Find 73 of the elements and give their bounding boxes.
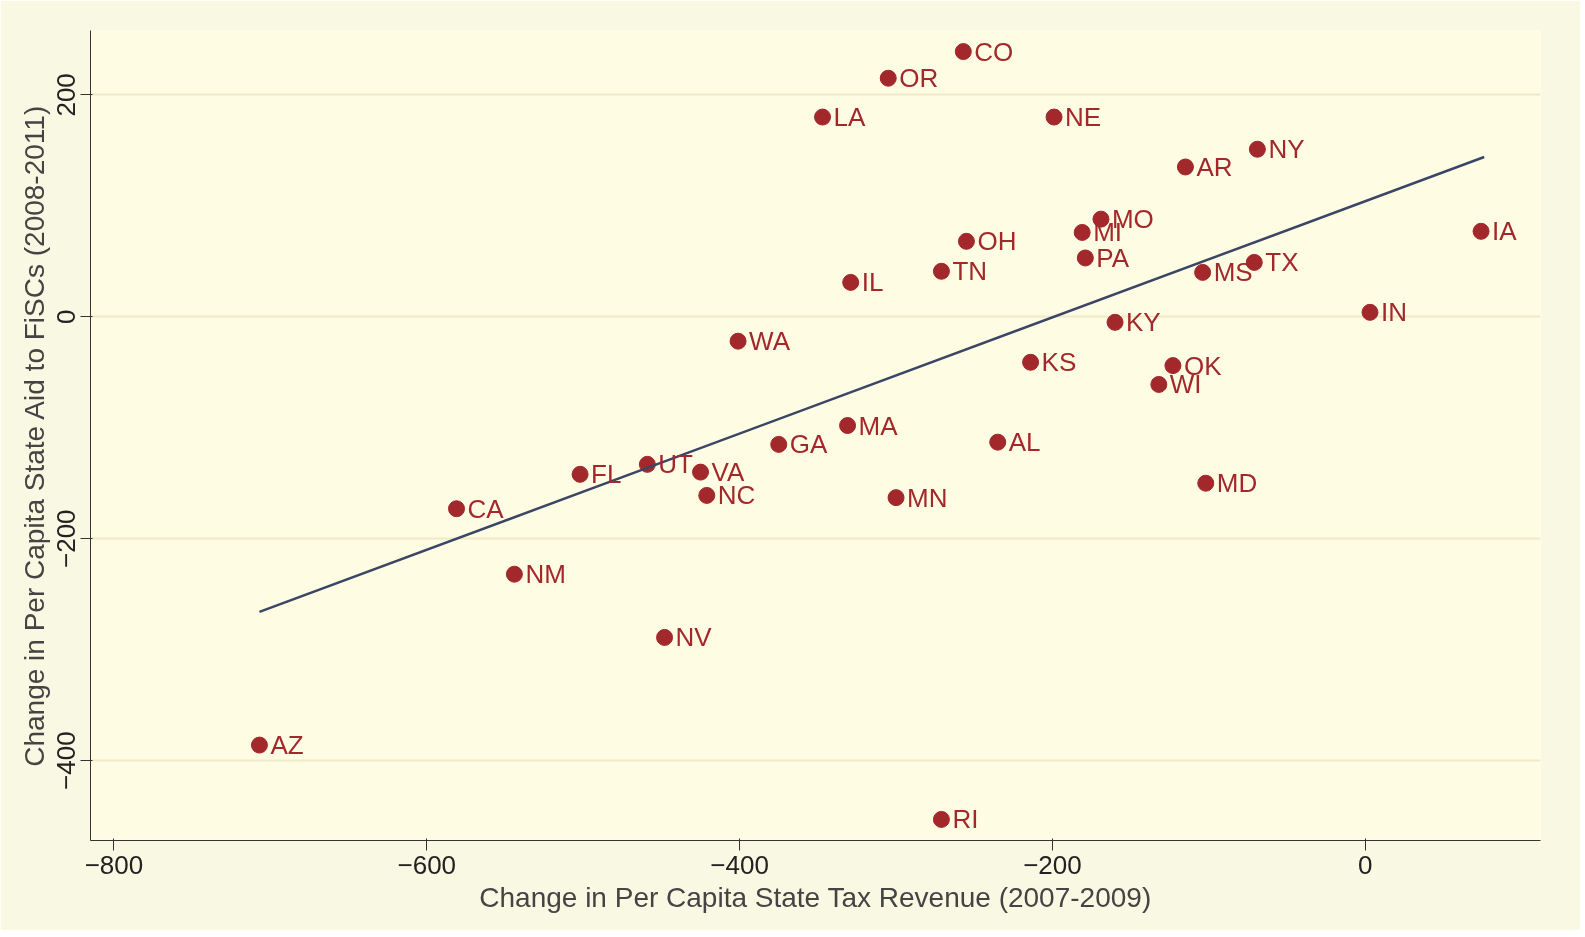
point xyxy=(729,332,747,350)
point xyxy=(1176,158,1194,176)
annotation: NM xyxy=(525,559,566,590)
annotation: KS xyxy=(1041,347,1077,378)
x-tick-label: −200 xyxy=(1023,849,1082,880)
point xyxy=(957,232,975,250)
annotation: NC xyxy=(717,480,756,511)
point xyxy=(842,273,860,291)
point xyxy=(954,43,972,61)
point xyxy=(1194,263,1212,281)
point xyxy=(887,489,905,507)
point xyxy=(656,628,674,646)
annotation: AL xyxy=(1008,427,1041,458)
annotation: OR xyxy=(899,63,939,94)
point xyxy=(879,69,897,87)
point xyxy=(250,736,268,754)
annotation: FL xyxy=(591,459,622,490)
annotation: NV xyxy=(675,622,713,653)
annotation: MA xyxy=(858,410,899,441)
x-tick-label: −600 xyxy=(397,849,457,880)
annotation: NE xyxy=(1065,102,1102,133)
y-tick-label: −200 xyxy=(51,509,82,568)
point xyxy=(1248,140,1266,158)
annotation: GA xyxy=(789,429,828,460)
point xyxy=(1022,353,1040,371)
x-axis-title: Change in Per Capita State Tax Revenue (2007-2009) xyxy=(479,881,1152,913)
point xyxy=(692,463,710,481)
point xyxy=(932,262,950,280)
point xyxy=(1076,249,1094,267)
point xyxy=(770,435,788,453)
annotation: OH xyxy=(977,226,1017,257)
y-tick-label: 0 xyxy=(51,309,82,324)
annotation: LA xyxy=(833,102,866,133)
annotation: PA xyxy=(1096,242,1130,273)
point xyxy=(571,465,589,483)
point xyxy=(1361,303,1379,321)
annotation: IA xyxy=(1492,216,1518,247)
annotation: WA xyxy=(749,326,791,357)
point xyxy=(989,433,1007,451)
annotation: NY xyxy=(1268,134,1305,165)
point xyxy=(932,810,950,828)
annotation: TX xyxy=(1265,247,1299,278)
point xyxy=(698,486,716,504)
annotation: UT xyxy=(658,449,694,480)
point xyxy=(1472,222,1490,240)
y-axis-title: Change in Per Capita State Aid to FiSCs (2008-2011) xyxy=(18,105,50,767)
annotation: KY xyxy=(1126,307,1161,338)
x-tick-label: 0 xyxy=(1358,849,1373,880)
y-tick-label: 200 xyxy=(51,73,82,117)
point xyxy=(505,565,523,583)
point xyxy=(1106,313,1124,331)
point xyxy=(839,417,857,434)
point xyxy=(1197,474,1215,492)
annotation: IN xyxy=(1381,297,1407,328)
annotation: MN xyxy=(907,482,948,513)
y-tick-label: −400 xyxy=(51,731,82,790)
point xyxy=(814,108,832,126)
annotation: MS xyxy=(1213,257,1253,288)
annotation: AR xyxy=(1196,151,1233,182)
annotation: AZ xyxy=(270,730,304,761)
x-tick-label: −400 xyxy=(710,849,769,880)
x-tick-label: −800 xyxy=(84,849,144,880)
annotation: CA xyxy=(467,493,505,524)
annotation: TN xyxy=(952,256,988,287)
annotation: IL xyxy=(861,267,884,298)
annotation: MD xyxy=(1216,468,1258,499)
point xyxy=(1164,357,1182,375)
point xyxy=(1150,375,1168,393)
annotation: RI xyxy=(952,804,979,835)
point xyxy=(1045,108,1063,126)
point xyxy=(1073,223,1091,241)
point xyxy=(448,500,466,518)
annotation: CO xyxy=(974,36,1014,67)
